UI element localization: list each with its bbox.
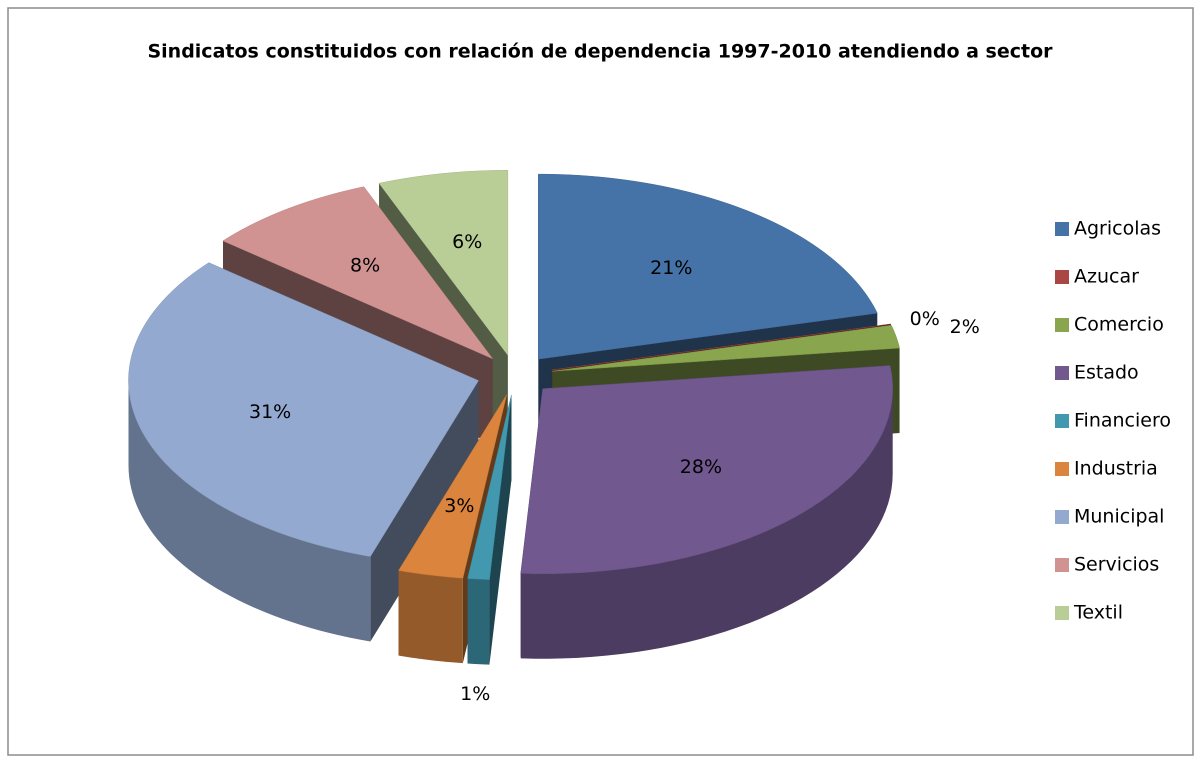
chart-title: Sindicatos constituidos con relación de … [147, 41, 1053, 63]
data-label: 31% [249, 401, 291, 423]
legend-swatch [1055, 270, 1069, 284]
legend-label: Industria [1074, 458, 1158, 480]
legend-label: Azucar [1074, 266, 1139, 288]
legend-swatch [1055, 510, 1069, 524]
slice-top [538, 173, 878, 360]
legend-swatch [1055, 318, 1069, 332]
legend-swatch [1055, 366, 1069, 380]
data-label: 2% [950, 316, 980, 338]
slice-wall [467, 578, 490, 665]
legend-label: Agricolas [1074, 218, 1161, 240]
slice-wall [128, 380, 371, 642]
legend-label: Comercio [1074, 314, 1164, 336]
legend-swatch [1055, 414, 1069, 428]
pie-slice [467, 394, 512, 665]
legend: Agricolas Azucar Comercio Estado Financiero I… [1055, 218, 1171, 624]
legend-swatch [1055, 606, 1069, 620]
data-label: 21% [650, 257, 692, 279]
pie: 21% 0% 2% 28% 1% 3% 31% 8% 6% [128, 170, 980, 705]
legend-label: Servicios [1074, 554, 1159, 576]
slice-wall [520, 388, 893, 659]
slice-top [467, 394, 512, 580]
legend-label: Municipal [1074, 506, 1164, 528]
legend-swatch [1055, 462, 1069, 476]
slice-top [378, 170, 509, 357]
slice-wall [398, 570, 463, 664]
data-label: 28% [680, 456, 722, 478]
legend-swatch [1055, 222, 1069, 236]
data-label: 1% [460, 683, 490, 705]
pie-slice [520, 365, 893, 659]
legend-label: Textil [1073, 602, 1123, 624]
data-label: 0% [910, 308, 940, 330]
data-label: 6% [452, 231, 482, 253]
slice-top [222, 186, 494, 360]
legend-label: Estado [1074, 362, 1139, 384]
data-label: 8% [350, 254, 380, 276]
slice-top [128, 262, 479, 557]
legend-label: Financiero [1074, 410, 1171, 432]
pie-slice [128, 262, 479, 642]
slice-top [398, 394, 507, 579]
slice-top [552, 324, 900, 372]
slice-top [551, 323, 891, 371]
legend-swatch [1055, 558, 1069, 572]
slice-top [520, 365, 893, 574]
data-label: 3% [444, 495, 474, 517]
